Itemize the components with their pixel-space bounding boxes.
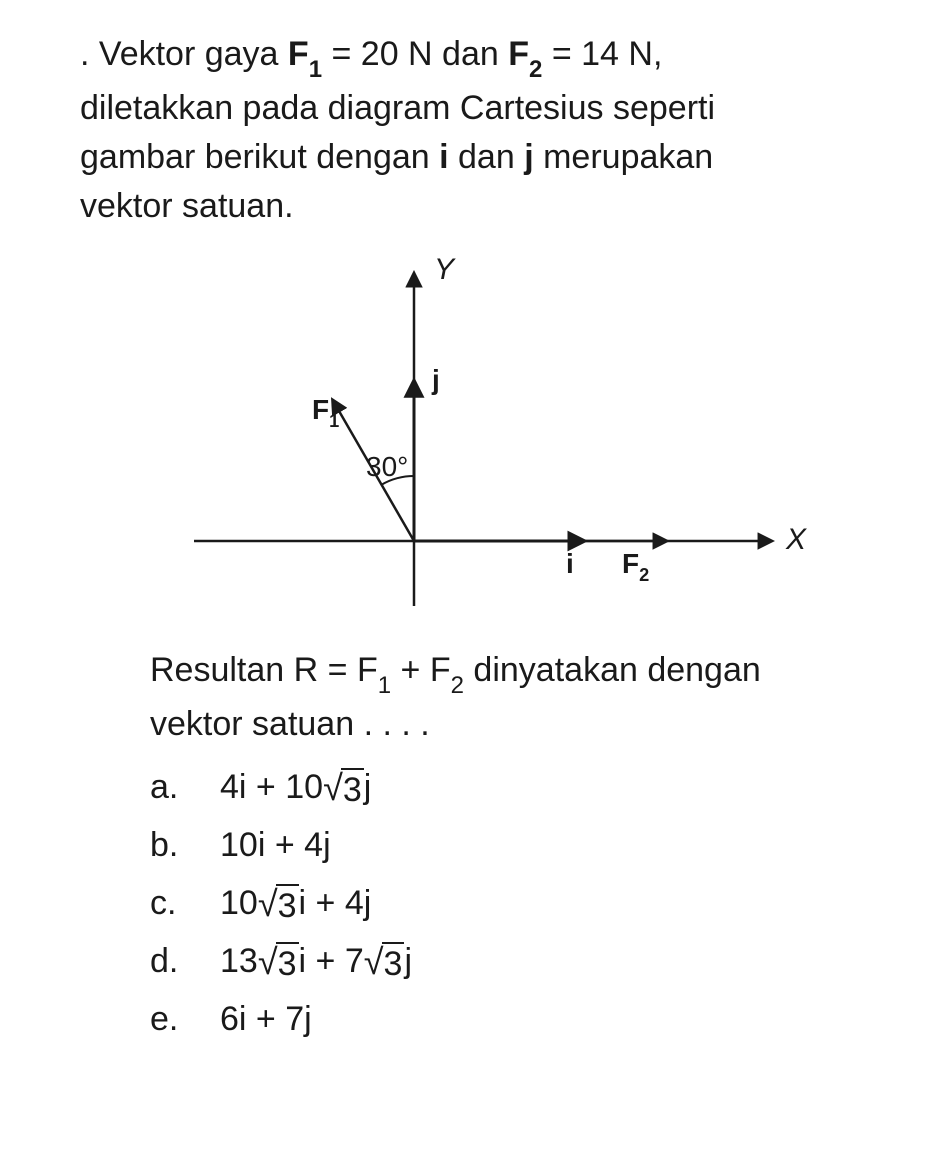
question-line-3: gambar berikut dengan i dan j merupakan bbox=[80, 133, 898, 182]
opt-d-i: i bbox=[299, 942, 307, 980]
opt-b-letter: b. bbox=[150, 817, 220, 875]
r-suffix: dinyatakan dengan bbox=[464, 651, 761, 689]
sqrt-icon: √3 bbox=[258, 884, 299, 927]
option-b: b. 10i + 4j bbox=[150, 817, 898, 875]
r-f2-sub: 2 bbox=[451, 672, 464, 699]
result-line-1: Resultan R = F1 + F2 dinyatakan dengan bbox=[150, 646, 898, 700]
q3c: merupakan bbox=[534, 138, 714, 176]
option-d: d. 13√3i + 7√3j bbox=[150, 933, 898, 991]
opt-a-pre: 4 bbox=[220, 768, 239, 806]
cartesian-diagram: YXji30°F1F2 bbox=[154, 251, 794, 621]
f1-symbol: F bbox=[288, 35, 309, 73]
opt-c-letter: c. bbox=[150, 875, 220, 933]
r-f1: F bbox=[357, 651, 378, 689]
option-e: e. 6i + 7j bbox=[150, 991, 898, 1049]
opt-a-j: j bbox=[364, 768, 372, 806]
f2-sub: 2 bbox=[529, 56, 542, 83]
opt-e-pre: 6 bbox=[220, 1000, 239, 1038]
q3j: j bbox=[524, 138, 533, 176]
opt-e-letter: e. bbox=[150, 991, 220, 1049]
sqrt-symbol: √ bbox=[323, 770, 343, 806]
opt-b-plus: + 4 bbox=[265, 826, 323, 864]
option-a: a. 4i + 10√3j bbox=[150, 759, 898, 817]
r-plus: + bbox=[391, 651, 430, 689]
question-line-1: . Vektor gaya F1 = 20 N dan F2 = 14 N, bbox=[80, 30, 898, 84]
opt-a-sqrt: 3 bbox=[341, 768, 364, 811]
opt-c-plus: + 4 bbox=[306, 884, 364, 922]
sqrt-symbol: √ bbox=[258, 886, 278, 922]
opt-e-plus: + 7 bbox=[246, 1000, 304, 1038]
opt-c-value: 10√3i + 4j bbox=[220, 875, 371, 933]
opt-b-j: j bbox=[323, 826, 331, 864]
opt-c-j: j bbox=[364, 884, 372, 922]
q-prefix: . Vektor gaya bbox=[80, 35, 288, 73]
r-symbol: R bbox=[294, 651, 319, 689]
f1-value: = 20 N dan bbox=[322, 35, 508, 73]
q3b: dan bbox=[449, 138, 525, 176]
opt-a-letter: a. bbox=[150, 759, 220, 817]
opt-e-value: 6i + 7j bbox=[220, 991, 312, 1049]
f1-sub: 1 bbox=[309, 56, 322, 83]
f2-symbol: F bbox=[508, 35, 529, 73]
result-block: Resultan R = F1 + F2 dinyatakan dengan v… bbox=[50, 646, 898, 749]
r-eq: = bbox=[318, 651, 357, 689]
sqrt-symbol: √ bbox=[364, 944, 384, 980]
opt-c-sqrt1: 3 bbox=[276, 884, 299, 927]
svg-text:F2: F2 bbox=[622, 548, 649, 585]
svg-text:i: i bbox=[566, 548, 574, 579]
opt-d-j: j bbox=[404, 942, 412, 980]
diagram-container: Y Xj i 30° F1 F2 bbox=[50, 251, 898, 621]
opt-d-letter: d. bbox=[150, 933, 220, 991]
question-line-4: vektor satuan. bbox=[80, 182, 898, 231]
opt-d-sqrt1: 3 bbox=[276, 942, 299, 985]
option-c: c. 10√3i + 4j bbox=[150, 875, 898, 933]
result-line-2: vektor satuan . . . . bbox=[150, 700, 898, 749]
opt-b-value: 10i + 4j bbox=[220, 817, 331, 875]
r-f2: F bbox=[430, 651, 451, 689]
sqrt-icon: √3 bbox=[364, 942, 405, 985]
svg-text:30°: 30° bbox=[366, 451, 408, 482]
opt-d-plus: + 7 bbox=[306, 942, 364, 980]
svg-text:j: j bbox=[431, 364, 440, 395]
q3i: i bbox=[439, 138, 448, 176]
opt-d-sqrt2: 3 bbox=[382, 942, 405, 985]
r-prefix: Resultan bbox=[150, 651, 294, 689]
opt-c-i: i bbox=[299, 884, 307, 922]
opt-a-value: 4i + 10√3j bbox=[220, 759, 371, 817]
q3a: gambar berikut dengan bbox=[80, 138, 439, 176]
opt-b-pre: 10 bbox=[220, 826, 258, 864]
opt-c-pre: 10 bbox=[220, 884, 258, 922]
options-list: a. 4i + 10√3j b. 10i + 4j c. 10√3i + 4j … bbox=[50, 759, 898, 1048]
sqrt-symbol: √ bbox=[258, 944, 278, 980]
opt-d-value: 13√3i + 7√3j bbox=[220, 933, 412, 991]
svg-text:F1: F1 bbox=[312, 394, 339, 431]
sqrt-icon: √3 bbox=[323, 768, 364, 811]
sqrt-icon: √3 bbox=[258, 942, 299, 985]
r-f1-sub: 1 bbox=[378, 672, 391, 699]
question-block: . Vektor gaya F1 = 20 N dan F2 = 14 N, d… bbox=[50, 30, 898, 231]
question-line-2: diletakkan pada diagram Cartesius sepert… bbox=[80, 84, 898, 133]
opt-e-j: j bbox=[304, 1000, 312, 1038]
svg-text:Y: Y bbox=[434, 253, 456, 286]
f2-value: = 14 N, bbox=[542, 35, 662, 73]
opt-d-pre: 13 bbox=[220, 942, 258, 980]
svg-text:X: X bbox=[785, 523, 807, 556]
opt-a-plus: + 10 bbox=[246, 768, 323, 806]
